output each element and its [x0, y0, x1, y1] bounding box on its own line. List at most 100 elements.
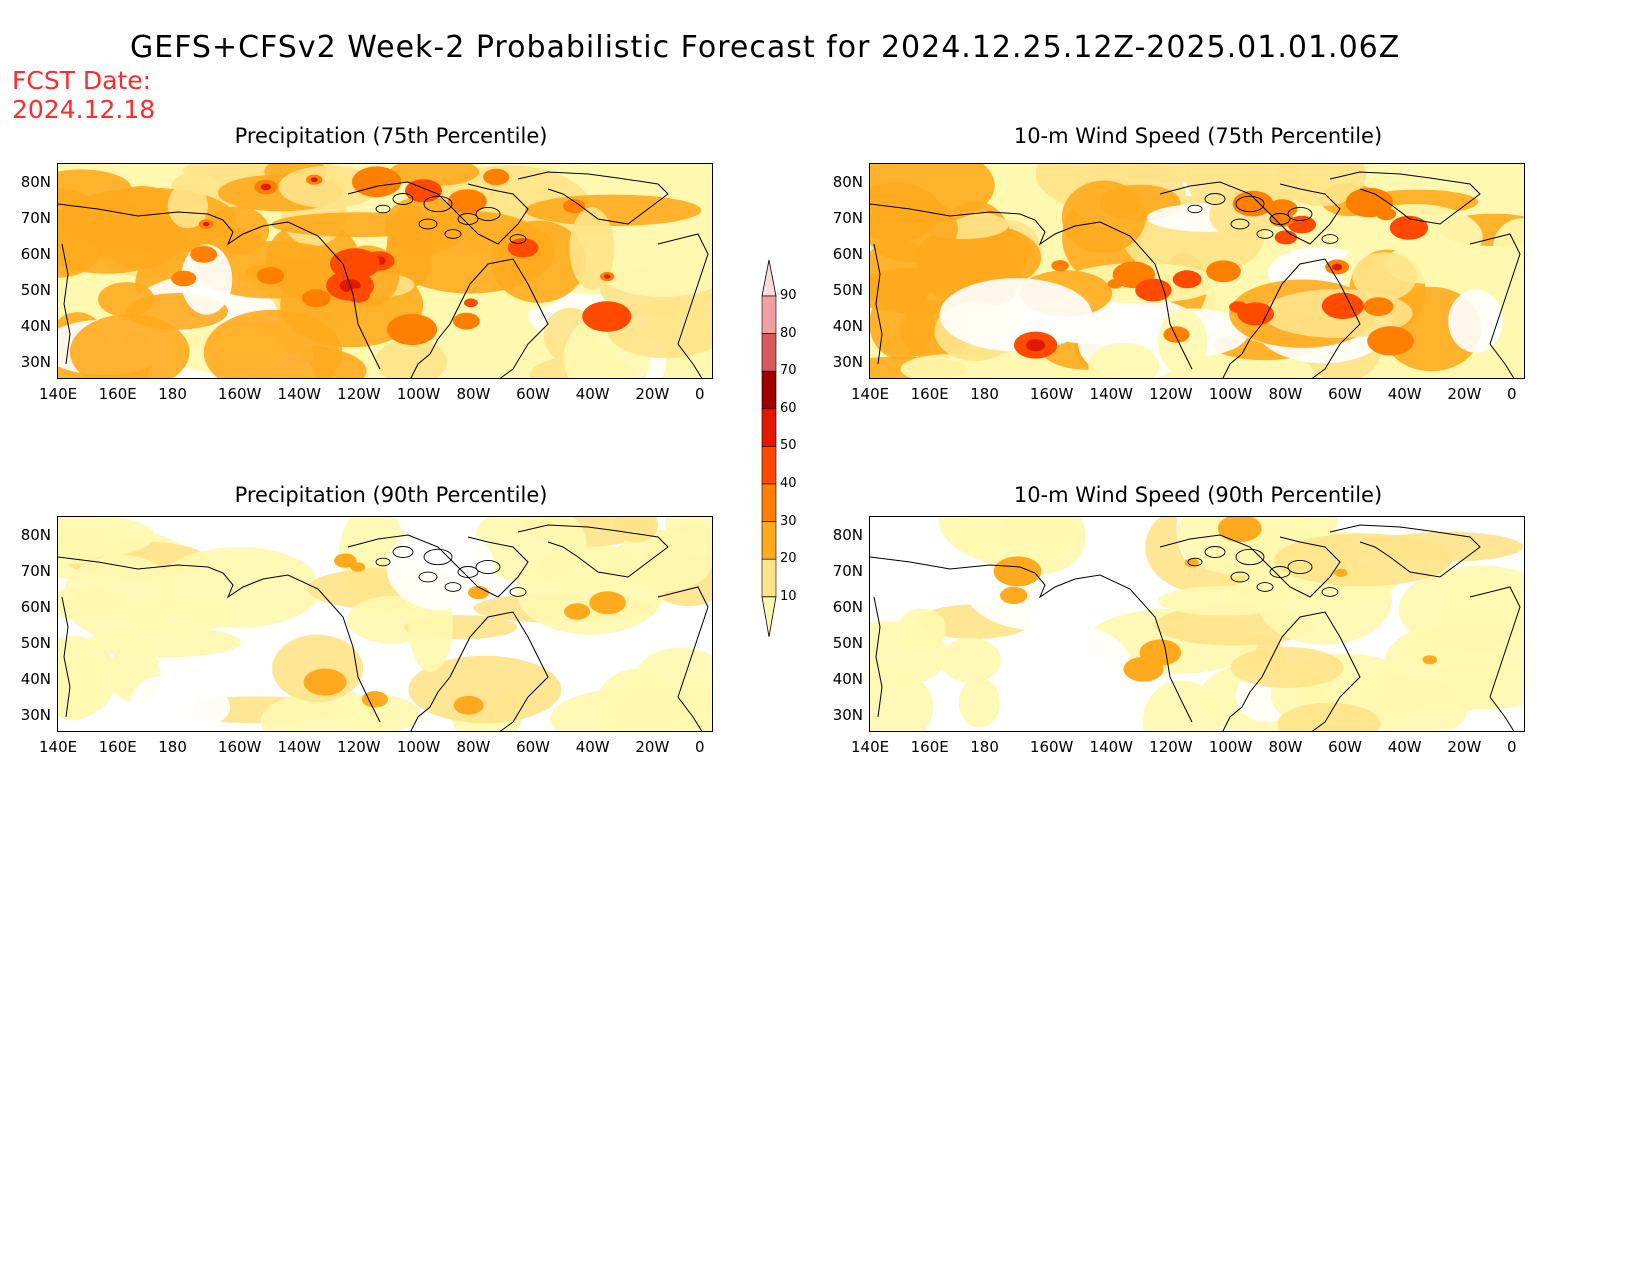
- contour-hotspot: [190, 246, 218, 263]
- island-outline: [509, 587, 527, 597]
- contour-hotspot: [352, 166, 402, 198]
- colorbar-label: 10: [780, 588, 797, 604]
- lat-tick-label: 80N: [20, 173, 51, 191]
- island-outline: [1204, 546, 1226, 558]
- colorbar-swatch: [761, 333, 777, 372]
- contour-blob: [1088, 342, 1159, 378]
- contour-hotspot: [329, 248, 380, 280]
- lon-tick-label: 0: [1507, 385, 1517, 403]
- contour-blob: [58, 201, 181, 274]
- colorbar-label: 20: [780, 551, 797, 567]
- map-wind-90: [869, 516, 1525, 732]
- colorbar-label: 50: [780, 438, 797, 454]
- colorbar-triangle-top: [761, 259, 777, 297]
- contour-blob: [601, 249, 712, 297]
- colorbar-label: 60: [780, 400, 797, 416]
- lon-tick-label: 160E: [910, 385, 949, 403]
- island-outline: [418, 571, 438, 583]
- contour-hotspot: [1229, 301, 1248, 313]
- lon-tick-label: 140W: [1089, 385, 1133, 403]
- lat-tick-label: 80N: [832, 526, 863, 544]
- lon-tick-label: 20W: [1447, 385, 1482, 403]
- island-outline: [1235, 548, 1265, 566]
- lon-tick-label: 120W: [1149, 385, 1193, 403]
- contour-blob: [180, 244, 233, 315]
- island-outline: [1187, 557, 1203, 567]
- lon-tick-label: 80W: [456, 738, 491, 756]
- contour-blob: [870, 182, 941, 242]
- contour-hotspot: [1172, 270, 1202, 289]
- contour-hotspot: [1376, 207, 1397, 221]
- contour-hotspot: [303, 668, 347, 696]
- colorbar-label: 30: [780, 513, 797, 529]
- island-outline: [509, 234, 527, 244]
- colorbar-label: 80: [780, 325, 797, 341]
- contour-hotspot: [1217, 517, 1262, 543]
- lat-tick-label: 70N: [832, 562, 863, 580]
- lat-tick-label: 60N: [832, 245, 863, 263]
- colorbar-swatch: [761, 483, 777, 522]
- contour-blob: [1015, 625, 1133, 713]
- island-outline: [392, 193, 414, 205]
- fcst-date: 2024.12.18: [12, 95, 156, 124]
- contour-blob: [1230, 647, 1344, 688]
- lon-tick-label: 160E: [98, 385, 137, 403]
- contour-hotspot: [1363, 297, 1394, 316]
- map-precip-90: [57, 516, 713, 732]
- panel-title-precip-75: Precipitation (75th Percentile): [234, 124, 548, 148]
- lat-tick-label: 30N: [832, 706, 863, 724]
- lon-tick-label: 100W: [1208, 738, 1253, 756]
- lon-tick-label: 0: [1507, 738, 1517, 756]
- contour-blob: [606, 299, 712, 359]
- colorbar-label: 40: [780, 476, 797, 491]
- panel-title-wind-90: 10-m Wind Speed (90th Percentile): [1013, 483, 1383, 507]
- island-outline: [1235, 195, 1265, 213]
- colorbar-swatch: [761, 295, 777, 334]
- lon-tick-label: 40W: [575, 738, 610, 756]
- contour-blob: [1493, 218, 1524, 276]
- contour-blob: [892, 517, 954, 556]
- colorbar-swatch: [761, 558, 777, 598]
- contour-blob: [569, 207, 615, 290]
- contour-hotspot: [582, 301, 632, 332]
- map-field: [870, 517, 1524, 731]
- lon-tick-label: 160E: [910, 738, 949, 756]
- lon-tick-label: 100W: [396, 738, 441, 756]
- lat-tick-label: 60N: [20, 598, 51, 616]
- lat-tick-label: 50N: [832, 634, 863, 652]
- island-outline: [392, 546, 414, 558]
- island-outline: [457, 566, 479, 578]
- lat-tick-label: 40N: [20, 317, 51, 335]
- contour-hotspot: [589, 591, 626, 615]
- contour-hotspot: [1206, 260, 1241, 283]
- lon-tick-label: 160W: [217, 385, 262, 403]
- contour-hotspot: [1274, 230, 1298, 245]
- island-outline: [444, 229, 462, 239]
- lon-tick-label: 0: [695, 738, 705, 756]
- colorbar-triangle-bottom: [761, 596, 777, 637]
- lat-tick-label: 50N: [20, 634, 51, 652]
- contour-blob: [203, 309, 343, 378]
- contour-blob: [884, 562, 1012, 603]
- lon-tick-label: 0: [695, 385, 705, 403]
- lon-tick-label: 180: [158, 738, 187, 756]
- island-outline: [1287, 206, 1313, 222]
- contour-core: [203, 222, 210, 227]
- contour-hotspot: [1232, 190, 1274, 217]
- island-outline: [1256, 229, 1274, 239]
- contour-blob: [69, 314, 190, 378]
- coastline: [870, 171, 1521, 378]
- island-outline: [423, 195, 453, 213]
- map-field: [870, 164, 1524, 378]
- contour-hotspot: [507, 238, 539, 258]
- contour-hotspot: [467, 585, 490, 600]
- lon-tick-label: 160E: [98, 738, 137, 756]
- lon-tick-label: 20W: [635, 738, 670, 756]
- island-outline: [375, 204, 391, 214]
- island-outline: [1321, 587, 1339, 597]
- colorbar-label: 90: [780, 288, 797, 303]
- island-outline: [1269, 213, 1291, 225]
- contour-hotspot: [1139, 639, 1182, 666]
- contour-blob: [408, 655, 562, 724]
- coastline: [58, 524, 709, 731]
